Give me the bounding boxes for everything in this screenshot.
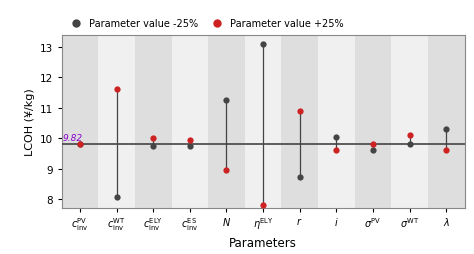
Y-axis label: LCOH (¥/kg): LCOH (¥/kg) [25,88,35,156]
Bar [245,36,282,208]
Bar [391,36,428,208]
Legend: Parameter value -25%, Parameter value +25%: Parameter value -25%, Parameter value +2… [66,19,344,29]
Bar [208,36,245,208]
Bar [98,36,135,208]
Bar [135,36,172,208]
Text: 9.82: 9.82 [63,134,82,142]
Bar [172,36,208,208]
X-axis label: Parameters: Parameters [229,236,297,249]
Bar [355,36,391,208]
Bar [318,36,355,208]
Bar [428,36,465,208]
Bar [62,36,98,208]
Bar [282,36,318,208]
